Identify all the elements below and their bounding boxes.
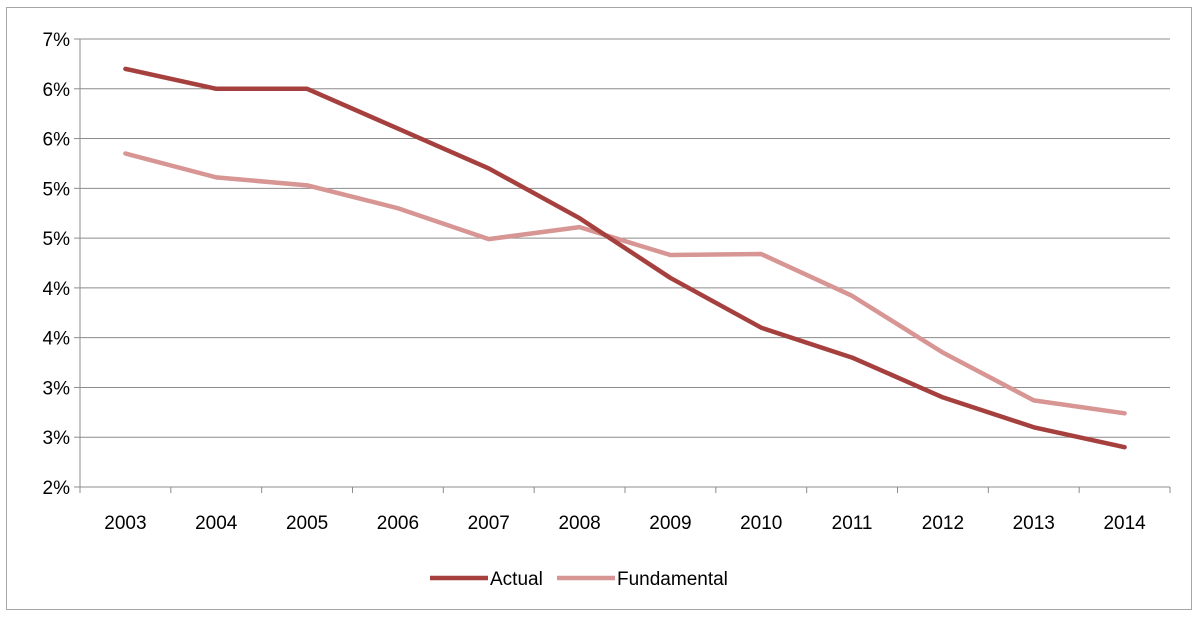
legend-label-fundamental: Fundamental [617, 569, 728, 590]
gridlines [80, 38, 1170, 438]
y-tick-label: 5% [43, 229, 71, 250]
x-tick-label: 2005 [286, 513, 328, 534]
x-tick-label: 2006 [377, 513, 419, 534]
series-lines [123, 66, 1127, 450]
x-tick-label: 2003 [104, 513, 146, 534]
x-tick-label: 2012 [922, 513, 964, 534]
y-tick-label: 7% [43, 30, 71, 51]
legend: Actual Fundamental [430, 569, 728, 590]
y-tick-label: 3% [43, 378, 71, 399]
series-line-fundamental [123, 151, 1127, 416]
legend-label-actual: Actual [490, 569, 543, 590]
x-tick-label: 2004 [195, 513, 238, 534]
x-tick-label: 2013 [1013, 513, 1055, 534]
y-tick-label: 4% [43, 279, 71, 300]
y-tick-label: 6% [43, 130, 71, 151]
x-tick-label: 2014 [1103, 513, 1146, 534]
y-tick-label: 4% [43, 329, 71, 350]
series-line-actual [123, 66, 1127, 450]
x-tick-label: 2011 [832, 513, 873, 534]
x-tick-label: 2009 [649, 513, 691, 534]
chart-frame [6, 7, 1192, 610]
axes: 2% 3% 3% 4% 4% 5% 5% 6% 6% 7% 2003 2004 2005 2006 2007… [43, 30, 1171, 534]
x-tick-label: 2007 [468, 513, 510, 534]
y-tick-label: 5% [43, 179, 71, 200]
x-tick-label: 2010 [740, 513, 782, 534]
x-tick-label: 2008 [558, 513, 600, 534]
y-tick-label: 3% [43, 428, 71, 449]
y-tick-label: 2% [43, 478, 71, 499]
y-tick-label: 6% [43, 80, 71, 101]
